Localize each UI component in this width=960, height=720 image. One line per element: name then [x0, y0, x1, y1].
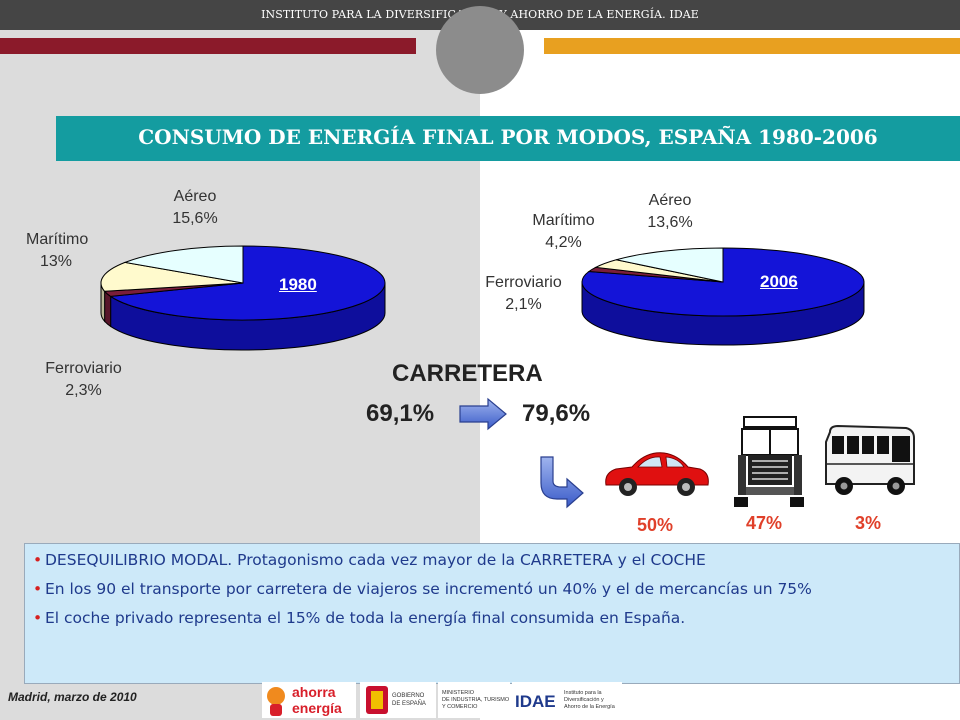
title-bar: CONSUMO DE ENERGÍA FINAL POR MODOS, ESPA…: [56, 116, 960, 161]
label-2006-maritimo: Marítimo 4,2%: [516, 210, 611, 254]
label-2006-aereo-name: Aéreo: [648, 192, 692, 209]
label-2006-ferro-name: Ferroviario: [485, 274, 562, 291]
idae-logo: IDAE Instituto para la Diversificación y…: [512, 682, 622, 718]
bullet-item: DESEQUILIBRIO MODAL. Protagonismo cada v…: [33, 550, 949, 571]
label-2006-aereo-pct: 13,6%: [647, 214, 693, 231]
curved-arrow-icon: [540, 456, 584, 509]
pie-1980-year: 1980: [279, 275, 317, 294]
bus-share: 3%: [855, 513, 882, 533]
carretera-1980-pct: 69,1%: [366, 400, 435, 427]
bullet-item: El coche privado representa el 15% de to…: [33, 608, 949, 629]
car-share: 50%: [637, 515, 674, 535]
ministerio-text: MINISTERIO: [442, 690, 475, 696]
truck-icon: [734, 416, 804, 507]
bullet-item: En los 90 el transporte por carretera de…: [33, 579, 949, 600]
label-1980-aereo-name: Aéreo: [173, 188, 217, 205]
label-2006-maritimo-name: Marítimo: [532, 212, 595, 229]
idae-line3: Ahorro de la Energía: [564, 704, 616, 710]
label-2006-aereo: Aéreo 13,6%: [625, 190, 715, 234]
label-2006-ferroviario: Ferroviario 2,1%: [466, 272, 581, 316]
label-1980-ferro-pct: 2,3%: [65, 382, 102, 399]
pie-1980-side-ferroviario: [104, 289, 112, 328]
bus-icon: [825, 424, 915, 495]
truck-share: 47%: [746, 513, 783, 533]
grey-circle: [436, 6, 524, 94]
arrow-right-icon: [459, 397, 507, 431]
ahorra-energia-logo: ahorra energía: [262, 682, 356, 718]
red-stripe: [0, 38, 416, 54]
pie-2006-slice-aéreo: [616, 247, 724, 283]
ministerio-logo: MINISTERIO DE INDUSTRIA, TURISMO Y COMER…: [438, 682, 510, 718]
label-1980-aereo-pct: 15,6%: [172, 210, 218, 227]
carretera-2006-pct: 79,6%: [522, 400, 591, 427]
label-1980-maritimo: Marítimo 13%: [26, 229, 121, 273]
car-icon: [605, 452, 709, 496]
orange-stripe: [544, 38, 960, 54]
label-1980-ferro-name: Ferroviario: [45, 360, 122, 377]
pie-2006-year: 2006: [760, 272, 798, 291]
info-box: DESEQUILIBRIO MODAL. Protagonismo cada v…: [24, 543, 960, 684]
comercio-text: Y COMERCIO: [442, 704, 478, 710]
idae-line1: Instituto para la: [564, 690, 603, 696]
gobierno-text: GOBIERNO: [392, 693, 425, 699]
gobierno-logo: GOBIERNO DE ESPAÑA: [360, 682, 436, 718]
pie-1980-slice-aéreo: [123, 245, 244, 284]
label-2006-ferro-pct: 2,1%: [505, 296, 542, 313]
label-1980-ferroviario: Ferroviario 2,3%: [26, 358, 141, 402]
label-1980-maritimo-pct: 13%: [40, 253, 73, 270]
label-1980-aereo: Aéreo 15,6%: [150, 186, 240, 230]
sponsor-logos: ahorra energía GOBIERNO DE ESPAÑA MINIST…: [262, 682, 622, 718]
footer-date: Madrid, marzo de 2010: [8, 690, 137, 704]
energia-text: energía: [292, 700, 342, 716]
pie-1980-slice-marítimo: [100, 261, 244, 292]
slide-title: CONSUMO DE ENERGÍA FINAL POR MODOS, ESPA…: [138, 125, 878, 149]
label-2006-maritimo-pct: 4,2%: [545, 234, 582, 251]
idae-text: IDAE: [515, 692, 556, 711]
ahorra-text: ahorra: [292, 684, 336, 700]
de-espana-text: DE ESPAÑA: [392, 700, 426, 707]
idae-line2: Diversificación y: [564, 697, 604, 703]
pie-1980-slice-carretera: [109, 245, 386, 321]
carretera-label: CARRETERA: [392, 360, 543, 387]
industria-text: DE INDUSTRIA, TURISMO: [442, 697, 510, 703]
label-1980-maritimo-name: Marítimo: [26, 231, 89, 248]
